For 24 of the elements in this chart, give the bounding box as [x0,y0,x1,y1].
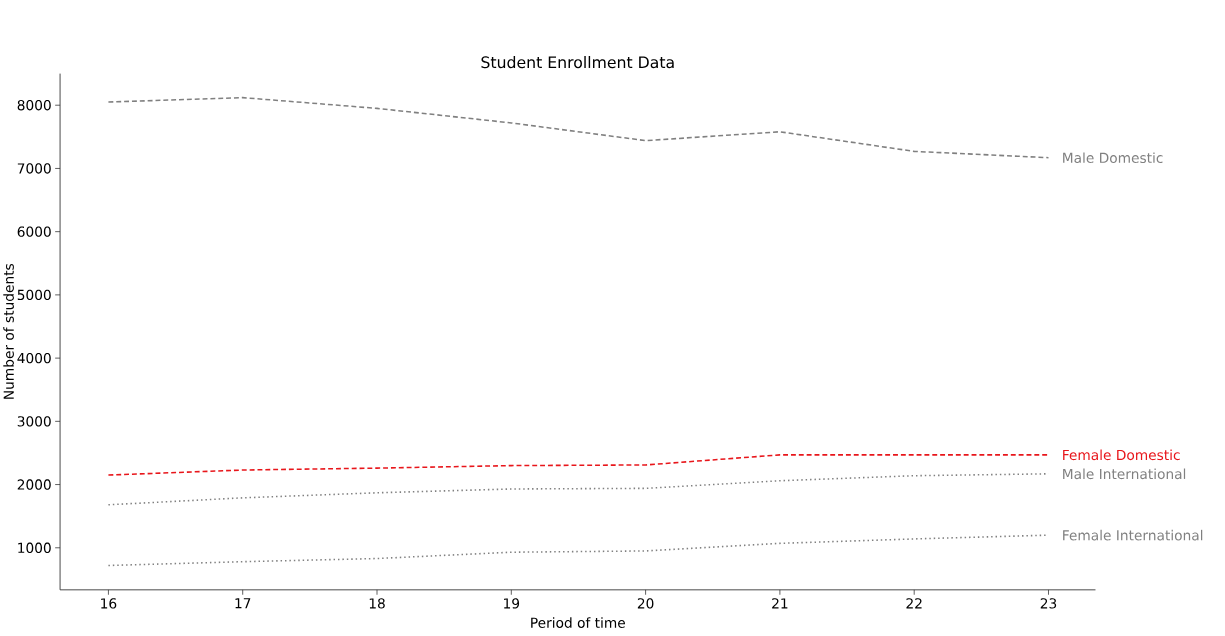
x-tick-label: 21 [772,598,788,609]
y-tick-label: 3000 [17,416,51,427]
y-tick-label: 4000 [17,352,51,364]
y-tick-label: 2000 [17,479,51,490]
series-label: Male International [1063,468,1186,480]
x-tick-label: 23 [1040,598,1057,609]
y-tick-label: 7000 [17,163,51,174]
x-tick-label: 17 [235,598,251,609]
y-tick-label: 1000 [18,542,51,553]
x-tick-label: 19 [504,598,520,609]
x-tick-label: 22 [906,598,922,609]
x-tick-label: 20 [637,598,654,609]
series-label: Female Domestic [1063,449,1180,461]
y-tick-label: 8000 [17,100,51,111]
line-series [107,96,1050,159]
y-axis-title: Number of students [3,263,14,399]
series-label: Female International [1063,529,1203,541]
series-label: Male Domestic [1063,152,1163,164]
y-tick-label: 6000 [17,226,51,237]
x-tick-label: 18 [369,598,385,609]
chart-title: Student Enrollment Data [481,56,674,69]
x-tick-label: 16 [101,598,117,609]
x-axis-title: Period of time [531,617,625,628]
y-tick-label: 5000 [17,289,51,301]
